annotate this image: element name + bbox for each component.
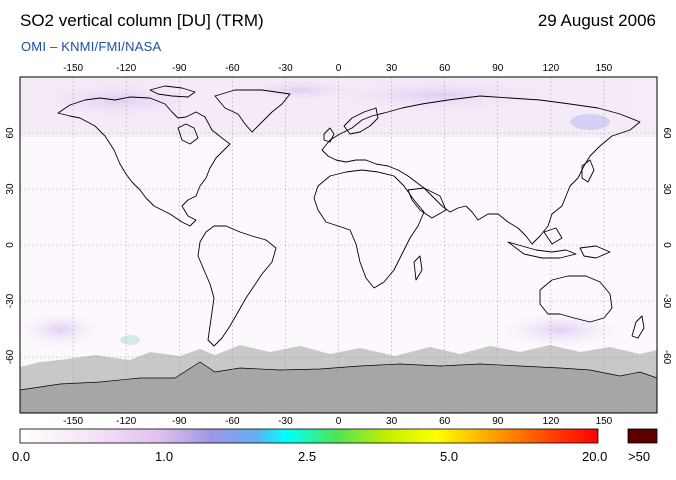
lon-tick-top: 60: [439, 63, 451, 74]
lon-tick-top: 150: [596, 63, 613, 74]
australia: [539, 275, 613, 323]
lon-tick-bottom: -150: [63, 416, 83, 427]
data-source: OMI – KNMI/FMI/NASA: [21, 39, 162, 54]
lon-tick-top: -120: [116, 63, 136, 74]
antarctica: [19, 361, 658, 414]
coastlines: [57, 85, 645, 347]
lat-tick-left: 0: [5, 242, 16, 248]
lon-tick-bottom: 30: [386, 416, 398, 427]
lon-tick-bottom: -90: [172, 416, 187, 427]
map-frame: [19, 76, 658, 414]
lat-tick-right: -30: [661, 294, 672, 309]
lon-tick-bottom: 150: [596, 416, 613, 427]
colorbar-label-2: 2.5: [298, 449, 317, 464]
lon-tick-top: 120: [542, 63, 559, 74]
lat-tick-left: -30: [5, 293, 16, 308]
map-date: 29 August 2006: [537, 11, 656, 30]
lat-tick-right: 60: [661, 127, 672, 139]
british-isles: [323, 127, 335, 143]
colorbar-gradient: [19, 428, 599, 444]
colorbar-label-1: 1.0: [155, 449, 174, 464]
lon-tick-top: -30: [278, 63, 293, 74]
north-america: [57, 96, 231, 227]
lat-tick-right: -60: [661, 350, 672, 365]
colorbar-label-4: 20.0: [582, 449, 608, 464]
greenland: [214, 89, 291, 133]
lat-tick-left: 30: [5, 183, 16, 195]
lon-tick-bottom: 90: [492, 416, 504, 427]
lat-tick-left: 60: [5, 127, 16, 139]
lon-tick-bottom: -60: [225, 416, 240, 427]
colorbar-overflow: [627, 428, 658, 444]
new-guinea: [579, 245, 611, 259]
new-zealand: [631, 315, 645, 339]
madagascar: [413, 255, 423, 281]
japan: [581, 159, 595, 183]
axis-ticks: -150 -150 -120 -120 -90 -90 -60 -60 -30 -30 0 0 30 30…: [5, 63, 672, 427]
lon-tick-bottom: -120: [116, 416, 136, 427]
lon-tick-top: 0: [336, 63, 342, 74]
colorbar-label-3: 5.0: [440, 449, 459, 464]
so2-noise: [20, 77, 657, 348]
lon-tick-bottom: 60: [439, 416, 451, 427]
lon-tick-top: 90: [492, 63, 504, 74]
lon-tick-top: -90: [172, 63, 187, 74]
lon-tick-top: 30: [386, 63, 398, 74]
borneo: [543, 227, 563, 245]
south-america: [197, 225, 277, 347]
lat-tick-right: 30: [661, 183, 672, 195]
colorbar-label-5: >50: [628, 449, 651, 464]
lon-tick-top: -60: [225, 63, 240, 74]
hudson-bay: [177, 123, 199, 145]
lat-tick-right: 0: [661, 242, 672, 248]
lon-tick-top: -150: [63, 63, 83, 74]
africa: [313, 169, 425, 289]
canadian-archipelago: [149, 85, 196, 98]
indonesia: [507, 241, 577, 259]
lat-tick-left: -60: [5, 349, 16, 364]
lon-tick-bottom: 0: [336, 416, 342, 427]
eurasia: [321, 95, 641, 245]
lon-tick-bottom: 120: [542, 416, 559, 427]
arabia: [407, 187, 447, 219]
map-title: SO2 vertical column [DU] (TRM): [20, 11, 264, 30]
lon-tick-bottom: -30: [278, 416, 293, 427]
scandinavia: [343, 107, 379, 135]
colorbar-label-0: 0.0: [12, 449, 31, 464]
